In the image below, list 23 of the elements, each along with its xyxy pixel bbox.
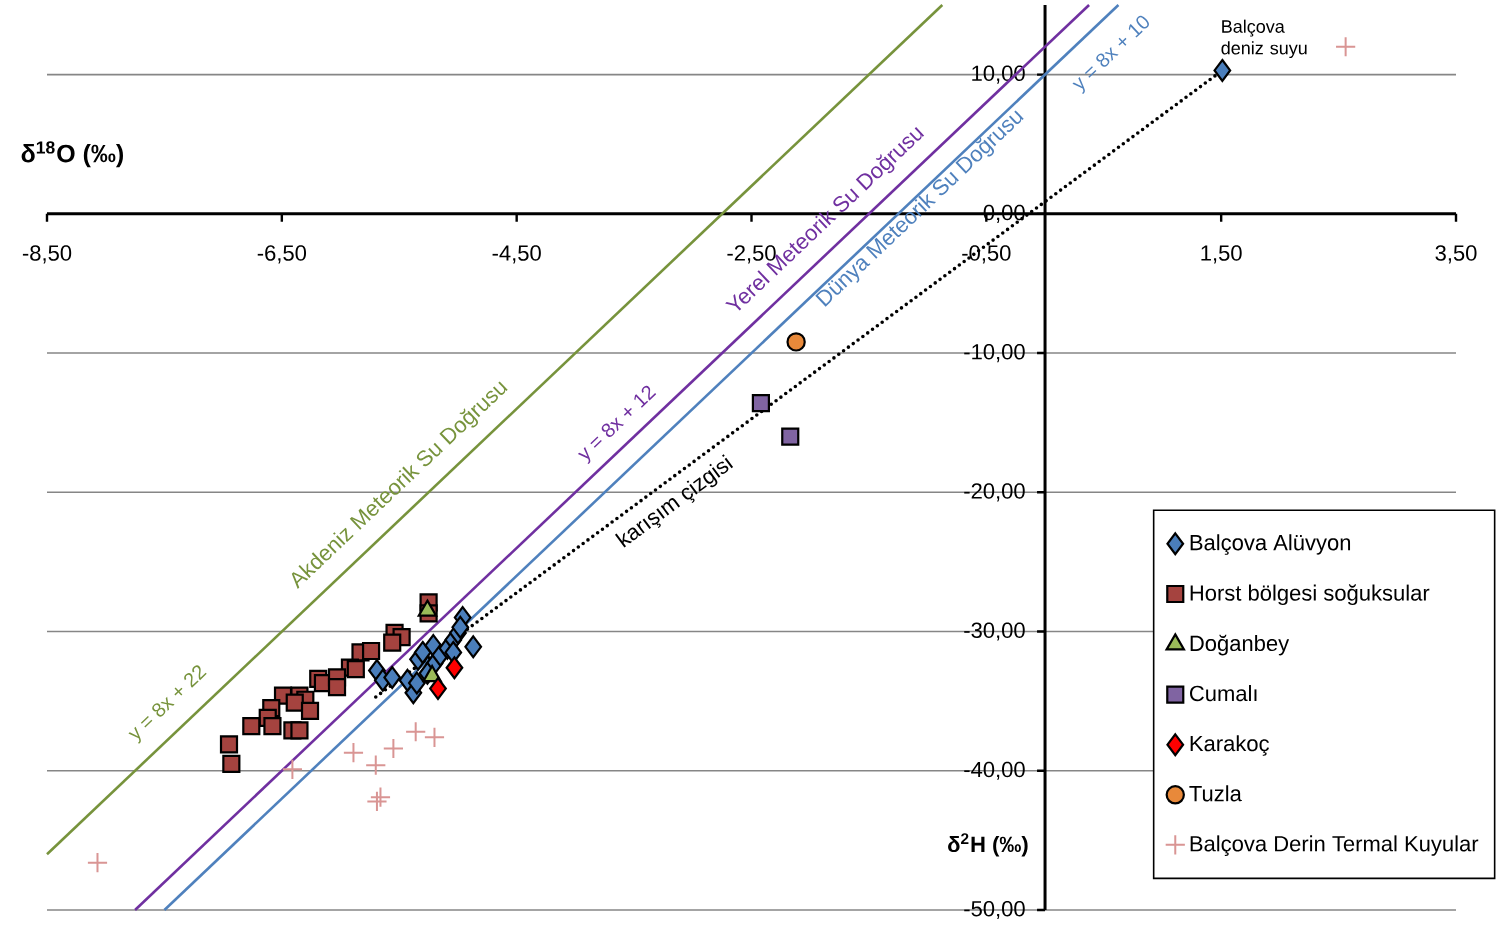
y-tick-label: -10,00 [964,344,1025,363]
annotation: y = 8x + 12 [577,385,657,465]
annotation: Balçova deniz suyu [1221,19,1307,59]
y-axis-title: δ$^{2}$H (‰) [948,833,1028,857]
annotation: y = 8x + 22 [128,665,207,744]
legend-label: Karakoç [1190,735,1269,756]
x-tick-label: -4,50 [492,245,541,264]
x-tick-label: 3,50 [1435,245,1477,264]
y-tick-label: -50,00 [964,900,1025,920]
legend-label: Cumalı [1190,685,1257,702]
legend-label: Doğanbey [1190,634,1290,656]
legend-label: Balçova Derin Termal Kuyular [1190,835,1479,856]
legend-label: Tuzla [1189,785,1242,802]
legend-label: Horst bölgesi soğuksular [1190,584,1430,606]
x-tick-label: -8,50 [22,245,72,264]
legend-label: Balçova Alüvyon [1190,534,1351,555]
y-tick-label: -40,00 [964,761,1025,780]
y-tick-label: -20,00 [964,483,1025,502]
y-tick-label: -30,00 [964,622,1025,641]
x-axis-title: δ$^{18}$O (‰) [21,141,123,168]
annotation: y = 8x + 10 [1072,15,1149,94]
x-tick-label: 1,50 [1201,245,1242,264]
x-tick-label: -6,50 [257,245,307,264]
